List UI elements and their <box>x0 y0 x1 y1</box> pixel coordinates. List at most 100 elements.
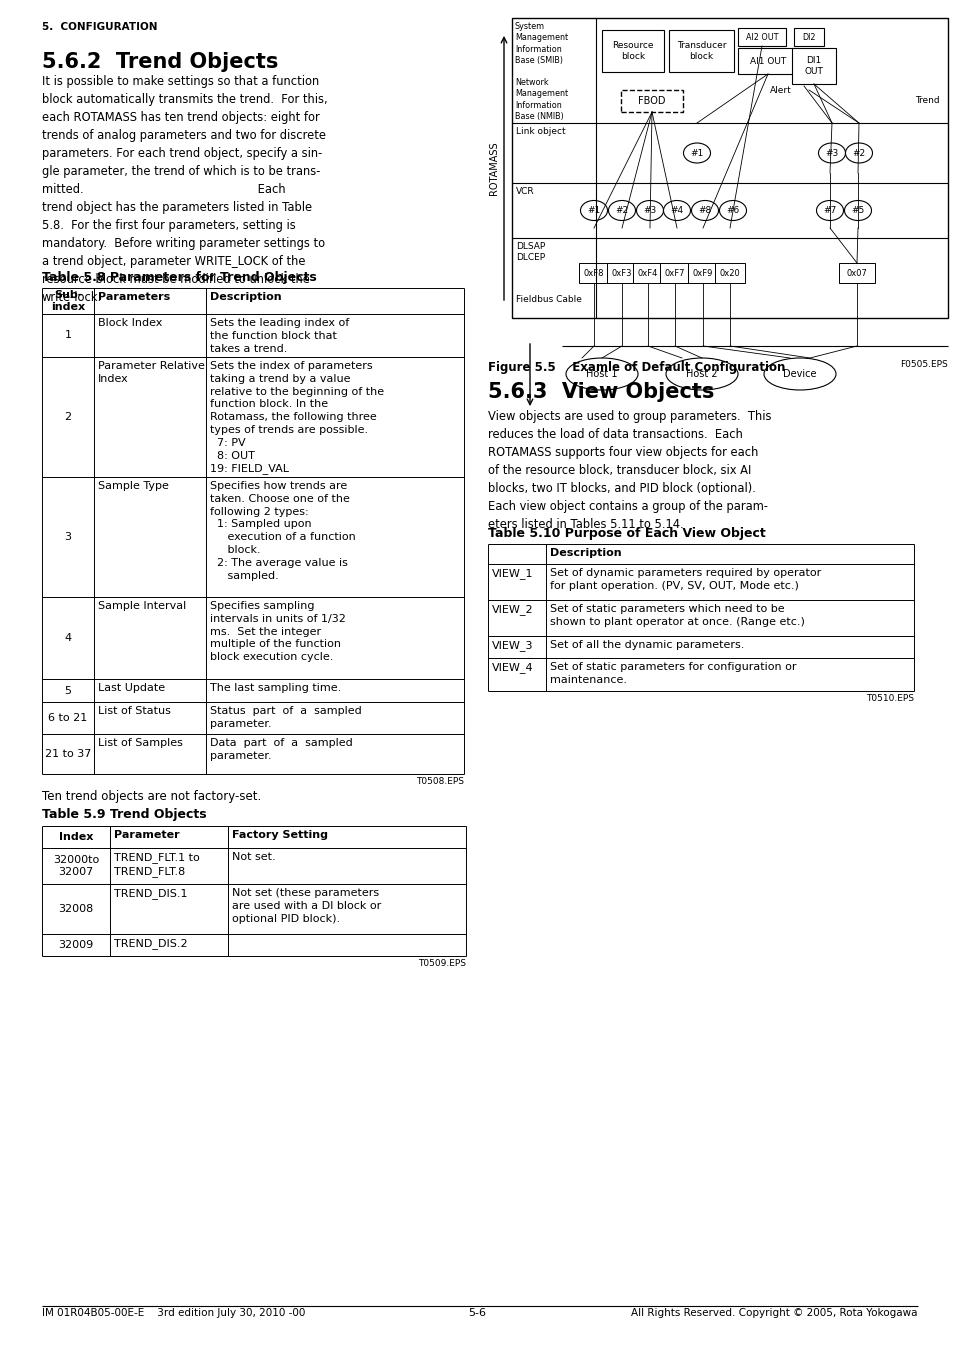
Text: T0508.EPS: T0508.EPS <box>416 778 463 786</box>
Text: Table 5.8 Parameters for Trend Objects: Table 5.8 Parameters for Trend Objects <box>42 271 316 284</box>
Bar <box>620 90 682 112</box>
Text: 32008: 32008 <box>58 904 93 914</box>
Text: #5: #5 <box>850 207 863 215</box>
Ellipse shape <box>682 143 710 163</box>
Text: Block Index: Block Index <box>98 319 162 328</box>
Text: VIEW_2: VIEW_2 <box>492 603 533 614</box>
Text: VIEW_1: VIEW_1 <box>492 568 533 579</box>
Text: 5.6.2  Trend Objects: 5.6.2 Trend Objects <box>42 53 278 72</box>
Ellipse shape <box>816 201 842 220</box>
Text: Table 5.10 Purpose of Each View Object: Table 5.10 Purpose of Each View Object <box>488 526 765 540</box>
Text: #1: #1 <box>587 207 600 215</box>
Text: AI1 OUT: AI1 OUT <box>749 57 785 66</box>
Ellipse shape <box>665 358 738 390</box>
Text: #3: #3 <box>824 148 838 158</box>
Text: 5.6.3  View Objects: 5.6.3 View Objects <box>488 382 714 402</box>
Text: VIEW_3: VIEW_3 <box>492 640 533 651</box>
Text: #1: #1 <box>690 148 703 158</box>
Bar <box>601 30 663 72</box>
Text: Data  part  of  a  sampled
parameter.: Data part of a sampled parameter. <box>210 738 353 761</box>
Ellipse shape <box>719 201 745 220</box>
Text: #2: #2 <box>852 148 864 158</box>
Text: Sample Type: Sample Type <box>98 481 169 491</box>
Bar <box>668 30 733 72</box>
Text: #7: #7 <box>822 207 836 215</box>
Ellipse shape <box>608 201 635 220</box>
Text: T0509.EPS: T0509.EPS <box>417 958 465 968</box>
Text: It is possible to make settings so that a function
block automatically transmits: It is possible to make settings so that … <box>42 76 327 304</box>
Text: Specifies how trends are
taken. Choose one of the
following 2 types:
  1: Sample: Specifies how trends are taken. Choose o… <box>210 481 355 580</box>
Text: Set of static parameters which need to be
shown to plant operator at once. (Rang: Set of static parameters which need to b… <box>550 603 804 628</box>
Bar <box>606 263 637 284</box>
Ellipse shape <box>763 358 835 390</box>
Text: VCR: VCR <box>516 188 534 196</box>
Text: Fieldbus Cable: Fieldbus Cable <box>516 296 581 304</box>
Text: TREND_DIS.2: TREND_DIS.2 <box>113 938 188 949</box>
Text: DI2: DI2 <box>801 32 815 42</box>
Bar <box>738 28 785 46</box>
Text: TREND_FLT.1 to
TREND_FLT.8: TREND_FLT.1 to TREND_FLT.8 <box>113 852 199 876</box>
Bar <box>687 263 718 284</box>
Text: 0xF8: 0xF8 <box>583 269 603 278</box>
Text: Trend: Trend <box>915 96 939 105</box>
Ellipse shape <box>636 201 662 220</box>
Text: Sub-
index: Sub- index <box>51 290 85 312</box>
Text: 6 to 21: 6 to 21 <box>49 713 88 724</box>
Bar <box>633 263 662 284</box>
Text: Host 1: Host 1 <box>586 369 618 379</box>
Text: TREND_DIS.1: TREND_DIS.1 <box>113 888 188 899</box>
Text: Factory Setting: Factory Setting <box>232 830 328 840</box>
Text: Host 2: Host 2 <box>685 369 717 379</box>
Text: Device: Device <box>782 369 816 379</box>
Ellipse shape <box>579 201 607 220</box>
Text: Specifies sampling
intervals in units of 1/32
ms.  Set the integer
multiple of t: Specifies sampling intervals in units of… <box>210 601 346 663</box>
Text: 1: 1 <box>65 331 71 340</box>
Text: VIEW_4: VIEW_4 <box>492 662 533 672</box>
Bar <box>793 28 823 46</box>
Text: Description: Description <box>210 292 281 302</box>
Text: DLSAP
DLCEP: DLSAP DLCEP <box>516 242 545 262</box>
Text: The last sampling time.: The last sampling time. <box>210 683 341 693</box>
Text: View objects are used to group parameters.  This
reduces the load of data transa: View objects are used to group parameter… <box>488 410 771 531</box>
Bar <box>838 263 874 284</box>
Text: Not set (these parameters
are used with a DI block or
optional PID block).: Not set (these parameters are used with … <box>232 888 381 923</box>
Text: IM 01R04B05-00E-E    3rd edition July 30, 2010 -00: IM 01R04B05-00E-E 3rd edition July 30, 2… <box>42 1308 305 1318</box>
Text: F0505.EPS: F0505.EPS <box>900 360 947 369</box>
Text: Set of static parameters for configuration or
maintenance.: Set of static parameters for configurati… <box>550 662 796 686</box>
Text: Parameter: Parameter <box>113 830 179 840</box>
Text: Resource
block: Resource block <box>612 40 653 61</box>
Text: Description: Description <box>550 548 621 558</box>
Ellipse shape <box>565 358 638 390</box>
Text: 0xF9: 0xF9 <box>692 269 713 278</box>
Text: 5: 5 <box>65 686 71 695</box>
Text: Set of dynamic parameters required by operator
for plant operation. (PV, SV, OUT: Set of dynamic parameters required by op… <box>550 568 821 591</box>
Ellipse shape <box>691 201 718 220</box>
Text: Table 5.9 Trend Objects: Table 5.9 Trend Objects <box>42 809 207 821</box>
Text: 0xF4: 0xF4 <box>638 269 658 278</box>
Text: 0x20: 0x20 <box>719 269 740 278</box>
Text: 0xF3: 0xF3 <box>611 269 632 278</box>
Text: Not set.: Not set. <box>232 852 275 863</box>
Text: #4: #4 <box>670 207 683 215</box>
Text: Network
Management
Information
Base (NMIB): Network Management Information Base (NMI… <box>515 78 568 121</box>
Bar <box>512 18 947 319</box>
Text: 0xF7: 0xF7 <box>664 269 684 278</box>
Text: Index: Index <box>59 832 93 842</box>
Text: DI1
OUT: DI1 OUT <box>803 55 822 76</box>
Text: 32000to
32007: 32000to 32007 <box>52 855 99 878</box>
Bar <box>659 263 689 284</box>
Text: 0x07: 0x07 <box>845 269 866 278</box>
Text: Parameter Relative
Index: Parameter Relative Index <box>98 360 205 383</box>
Text: 4: 4 <box>65 633 71 643</box>
Text: Transducer
block: Transducer block <box>676 40 725 61</box>
Text: 5-6: 5-6 <box>468 1308 485 1318</box>
Text: ROTAMASS: ROTAMASS <box>489 142 498 194</box>
Text: 32009: 32009 <box>58 940 93 950</box>
Text: List of Status: List of Status <box>98 706 171 716</box>
Text: T0510.EPS: T0510.EPS <box>865 694 913 703</box>
Text: System
Management
Information
Base (SMIB): System Management Information Base (SMIB… <box>515 22 568 65</box>
Text: #6: #6 <box>725 207 739 215</box>
Text: Last Update: Last Update <box>98 683 165 693</box>
Text: Status  part  of  a  sampled
parameter.: Status part of a sampled parameter. <box>210 706 361 729</box>
Ellipse shape <box>844 143 872 163</box>
